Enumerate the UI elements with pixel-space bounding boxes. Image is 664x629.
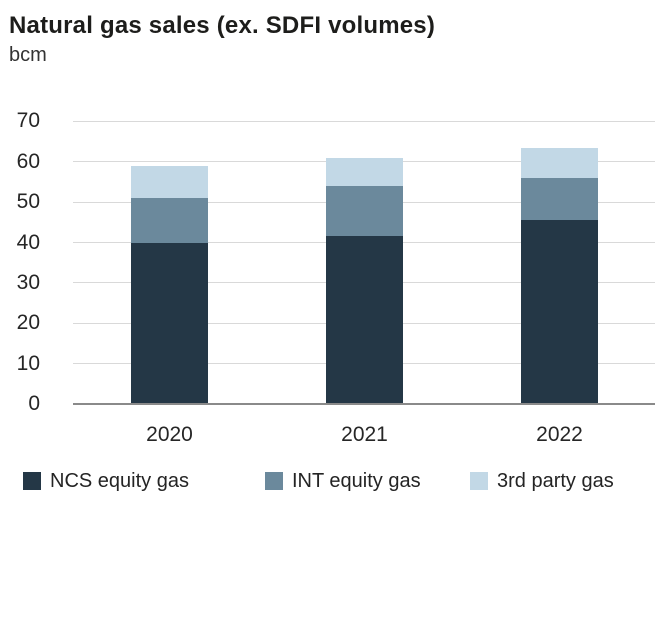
legend-label: 3rd party gas <box>497 469 614 492</box>
plot-area: 0 10 20 30 40 50 60 70 2020 2021 2022 <box>16 109 655 446</box>
legend-label: NCS equity gas <box>50 469 189 492</box>
legend: NCS equity gas INT equity gas 3rd party ga… <box>0 469 664 495</box>
legend-swatch-icon <box>470 472 488 490</box>
bar-segment <box>131 198 208 243</box>
y-axis-tick-label: 40 <box>16 230 40 254</box>
y-axis-tick-label: 20 <box>16 311 40 335</box>
bar-segment <box>521 147 598 178</box>
bar-segment <box>521 220 598 404</box>
bar-segment <box>131 242 208 404</box>
y-axis-tick-label: 0 <box>28 392 40 415</box>
y-axis-tick-label: 70 <box>16 109 40 133</box>
legend-swatch-icon <box>23 472 41 490</box>
x-axis-tick-label: 2021 <box>341 423 388 446</box>
x-axis-line <box>73 403 655 405</box>
y-axis-tick-label: 50 <box>16 190 40 214</box>
y-axis-tick-label: 30 <box>16 270 40 294</box>
bar-segment <box>326 185 403 237</box>
legend-item: 3rd party gas <box>470 469 614 493</box>
legend-item: INT equity gas <box>265 469 421 493</box>
y-axis-tick-label: 60 <box>16 149 40 173</box>
chart-title: Natural gas sales (ex. SDFI volumes) <box>9 12 436 39</box>
y-axis-tick-label: 10 <box>16 351 40 375</box>
bar-segment <box>521 177 598 221</box>
chart-unit-label: bcm <box>9 44 47 66</box>
legend-label: INT equity gas <box>292 469 421 492</box>
bar-segment <box>131 165 208 199</box>
legend-swatch-icon <box>265 472 283 490</box>
gridline <box>73 120 655 122</box>
x-axis-tick-label: 2022 <box>536 423 583 446</box>
bar-segment <box>326 236 403 404</box>
legend-item: NCS equity gas <box>23 469 189 493</box>
x-axis-tick-label: 2020 <box>146 423 193 446</box>
bar-segment <box>326 157 403 186</box>
